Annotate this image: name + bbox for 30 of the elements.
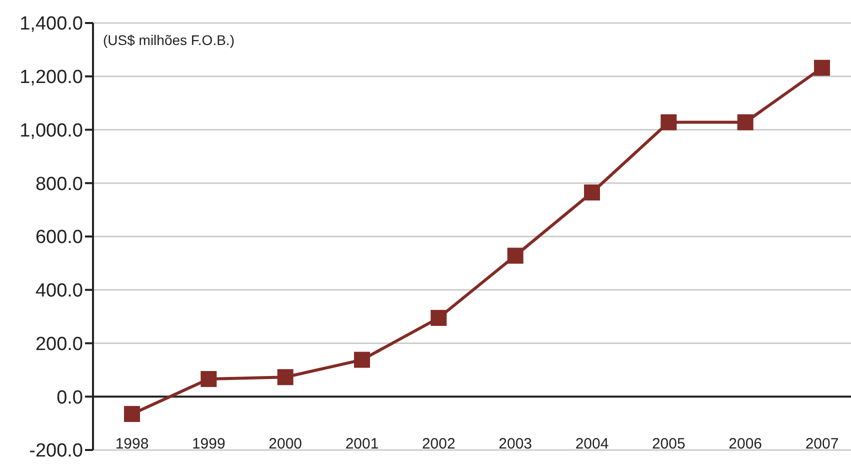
annotation: (US$ milhões F.O.B.) (103, 32, 234, 48)
point (430, 310, 447, 326)
point (200, 371, 217, 388)
y-tick-label: 0.0 (56, 387, 83, 408)
y-tick-label: 400.0 (35, 280, 83, 302)
point (124, 406, 140, 422)
y-tick-label: -200.0 (29, 440, 83, 462)
y-tick-label: 1,000.0 (20, 120, 83, 142)
x-tick-label: 2001 (345, 436, 379, 453)
y-tick-label: 200.0 (35, 334, 83, 355)
x-tick-label: 2003 (498, 436, 532, 453)
x-tick-label: 2007 (805, 436, 839, 453)
point (507, 248, 524, 264)
x-tick-label: 2005 (652, 436, 686, 453)
x-tick-label: 2002 (422, 436, 456, 453)
y-tick-label: 1,400.0 (20, 14, 83, 35)
x-tick-label: 2006 (728, 436, 762, 453)
point (584, 184, 600, 200)
point (737, 114, 754, 130)
x-tick-label: 2004 (575, 436, 609, 453)
y-tick-label: 800.0 (35, 174, 83, 195)
y-tick-label: 1,200.0 (20, 67, 83, 88)
point (277, 369, 294, 386)
x-tick-label: 1999 (192, 436, 226, 453)
x-tick-label: 2000 (268, 436, 302, 453)
x-tick-label: 1998 (115, 436, 149, 453)
point (354, 352, 370, 368)
point (814, 60, 830, 76)
point (660, 114, 677, 130)
y-tick-label: 600.0 (35, 227, 83, 248)
